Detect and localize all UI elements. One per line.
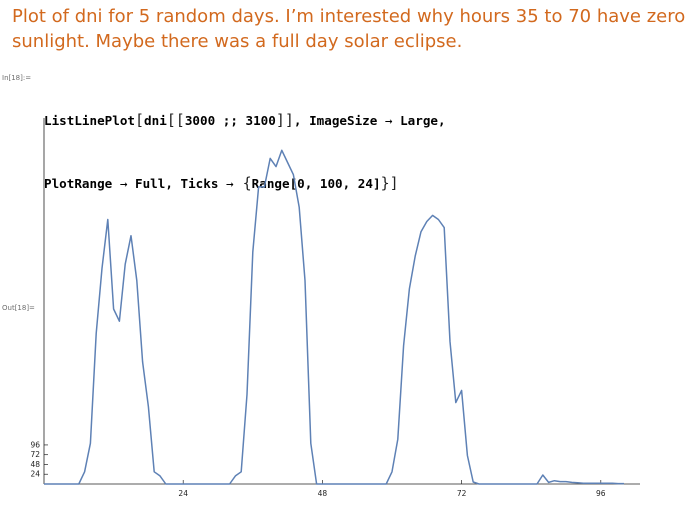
part-open-bracket: [[ <box>166 111 185 129</box>
option-plotrange: PlotRange <box>44 176 120 191</box>
text-line-2: sunlight. Maybe there was a full day sol… <box>12 31 463 52</box>
rule-arrow-icon: → <box>119 176 128 191</box>
x-tick-label: 24 <box>178 489 188 498</box>
input-line-1: ListLinePlot[dni[[3000 ;; 3100]], ImageS… <box>44 110 446 131</box>
span-expression: 3000 ;; 3100 <box>184 113 276 128</box>
brace-close: } <box>380 174 390 192</box>
y-tick-label: 48 <box>30 460 40 469</box>
symbol-dni: dni <box>144 113 167 128</box>
input-cell[interactable]: ListLinePlot[dni[[3000 ;; 3100]], ImageS… <box>44 68 446 215</box>
ticks-expression: Range[0, 100, 24] <box>251 176 381 191</box>
part-close-bracket: ]] <box>275 111 294 129</box>
option-plotrange-value: Full, Ticks <box>127 176 226 191</box>
notebook-text-cell[interactable]: Plot of dni for 5 random days. I’m inter… <box>12 4 692 54</box>
option-imagesize-value: Large, <box>392 113 446 128</box>
close-bracket: ] <box>389 174 399 192</box>
plot-axes <box>43 118 640 485</box>
input-cell-label: In[18]:= <box>2 74 32 82</box>
x-tick-label: 96 <box>596 489 606 498</box>
option-imagesize: , ImageSize <box>293 113 385 128</box>
y-tick-label: 96 <box>30 440 40 449</box>
x-tick-label: 48 <box>318 489 328 498</box>
input-line-2: PlotRange → Full, Ticks → {Range[0, 100,… <box>44 173 446 194</box>
plot-series <box>44 149 624 485</box>
output-cell-label: Out[18]= <box>2 304 35 312</box>
x-tick-label: 72 <box>457 489 467 498</box>
series-line <box>44 149 624 485</box>
brace-open: { <box>233 174 252 192</box>
rule-arrow-icon: → <box>384 113 393 128</box>
function-name: ListLinePlot <box>44 113 135 128</box>
text-line-1: Plot of dni for 5 random days. I’m inter… <box>12 6 686 27</box>
open-bracket: [ <box>135 111 145 129</box>
y-tick-label: 72 <box>30 450 40 459</box>
rule-arrow-icon: → <box>226 176 234 191</box>
y-tick-label: 24 <box>30 470 40 479</box>
